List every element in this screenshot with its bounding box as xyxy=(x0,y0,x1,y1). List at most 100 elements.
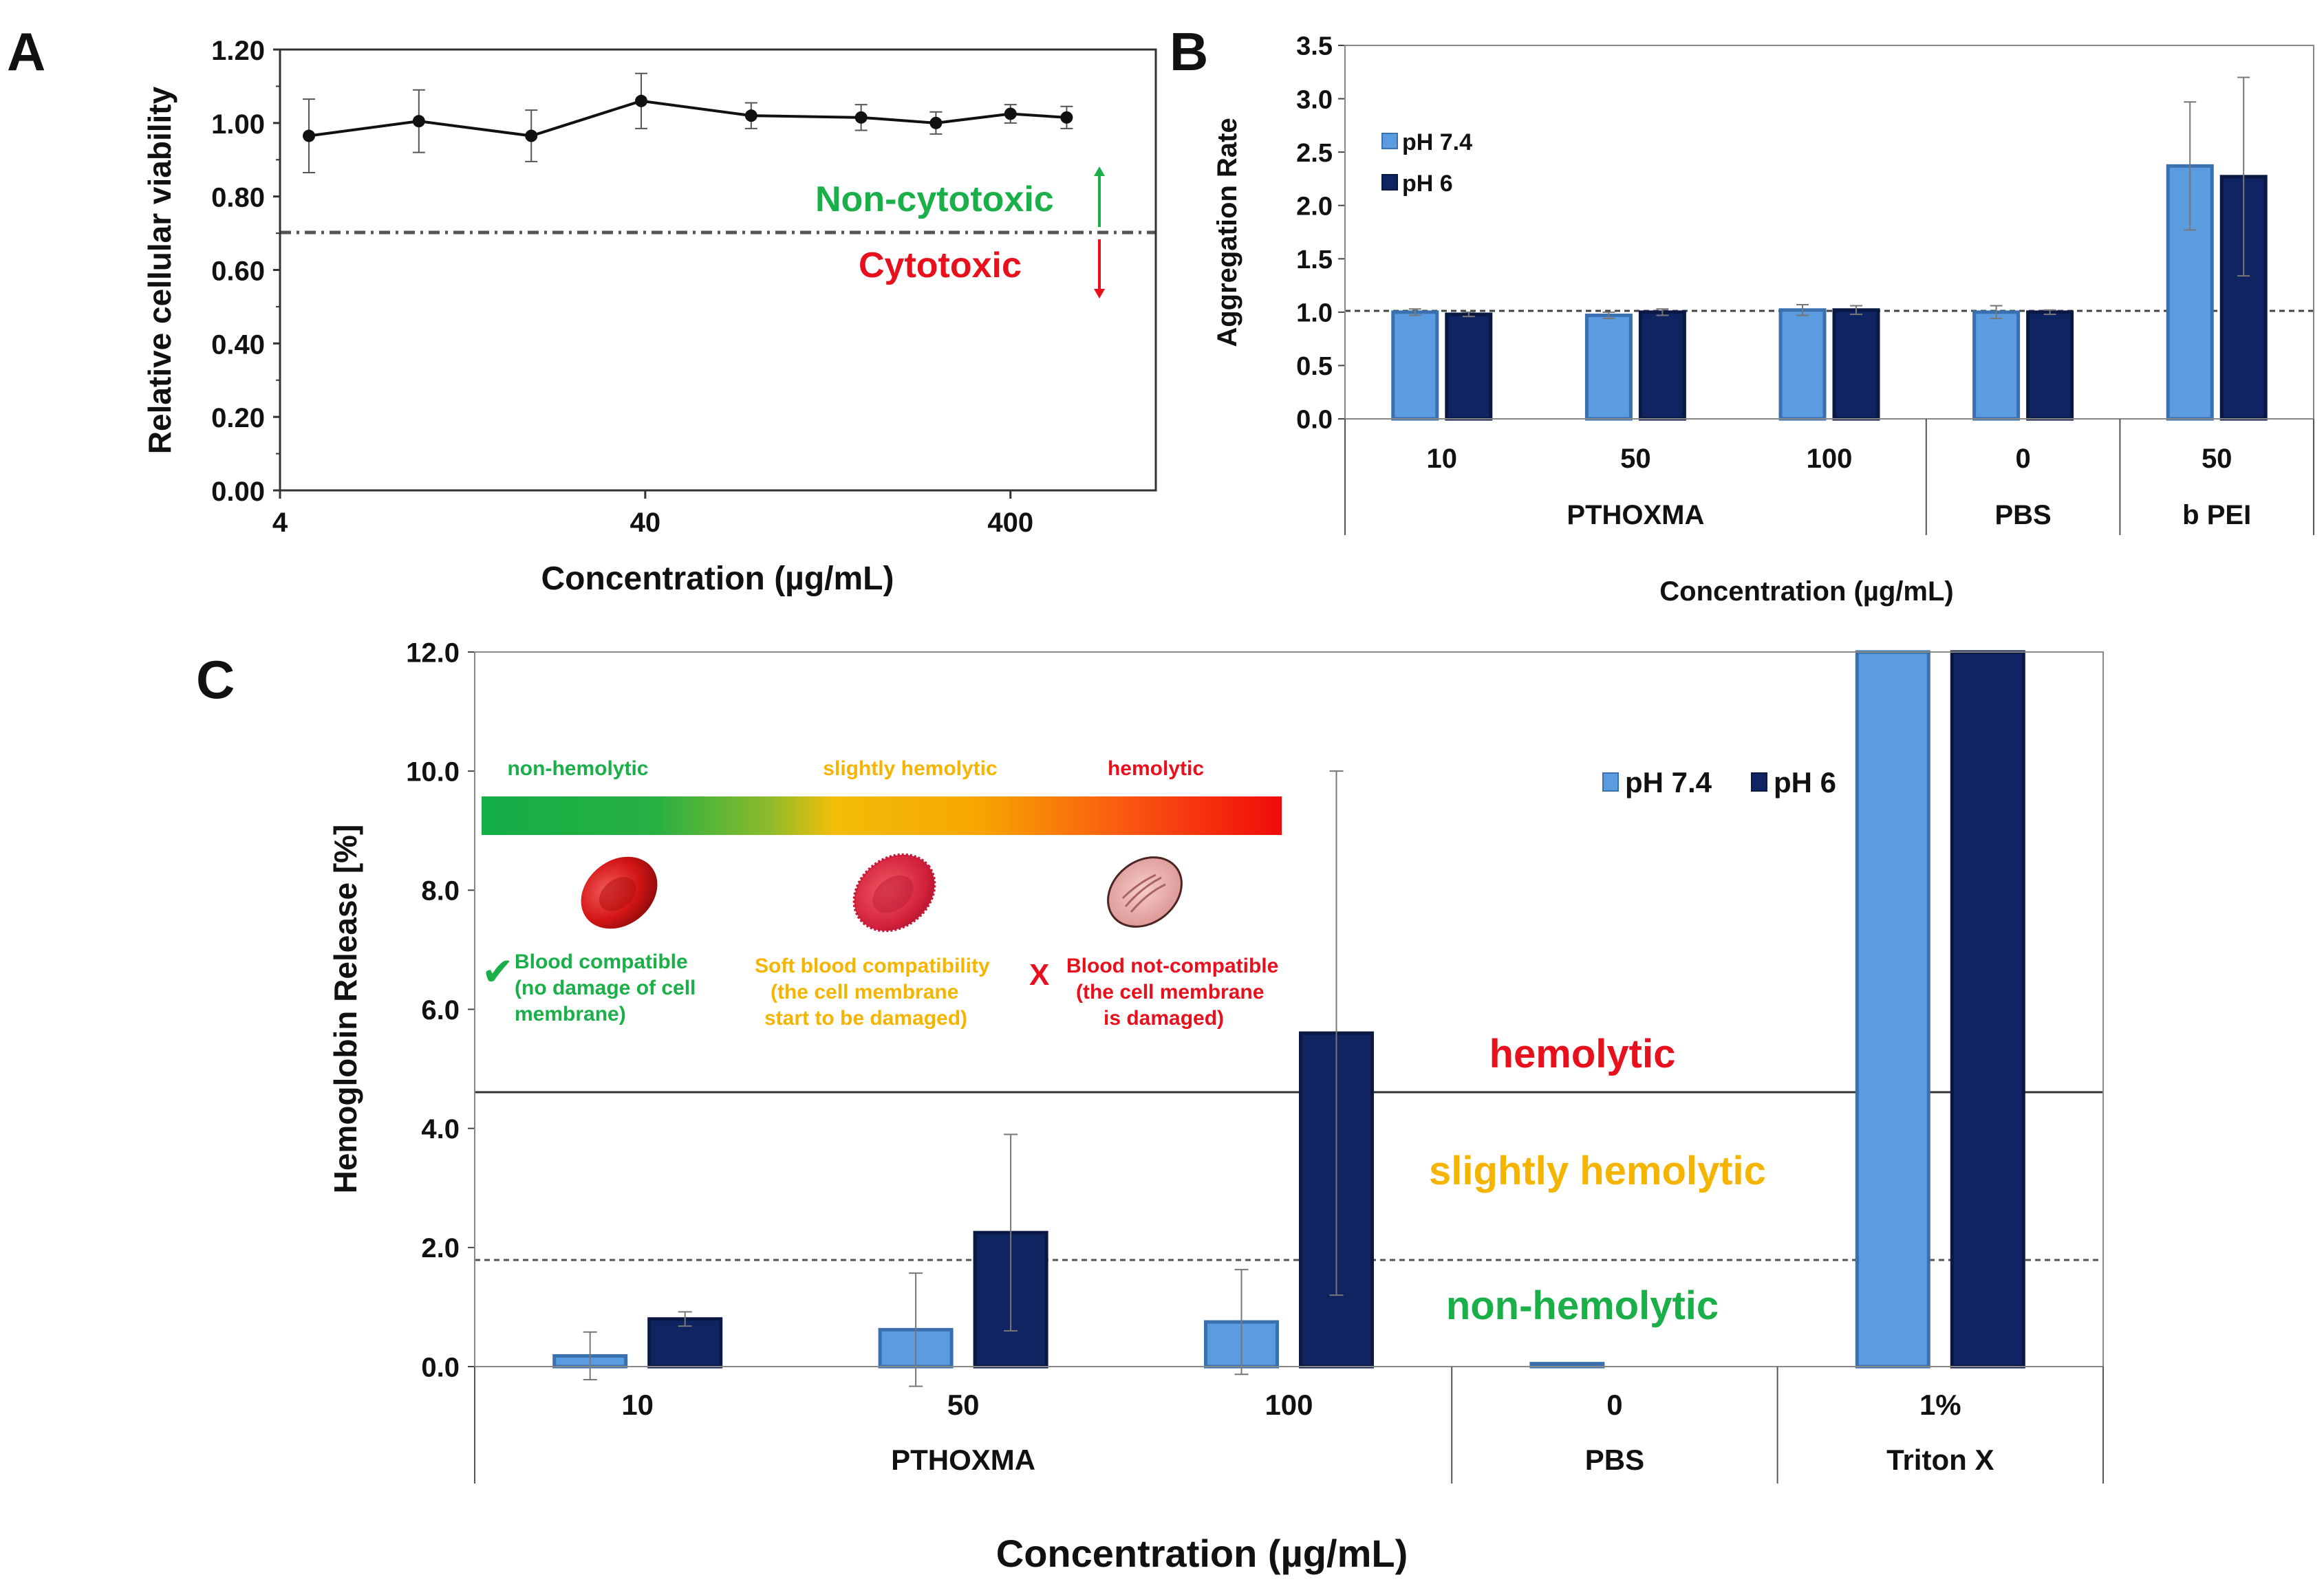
cell-0-line-1: (no damage of cell xyxy=(515,977,696,999)
bar-ph6 xyxy=(1638,310,1686,421)
x-tick-label: 4 xyxy=(272,508,288,538)
panel-a-x-label: Concentration (µg/mL) xyxy=(541,561,894,597)
hemolysis-scale-inset: non-hemolytic slightly hemolytic hemolyt… xyxy=(482,757,1282,1030)
panel-c-letter: C xyxy=(196,649,235,710)
y-tick-label: 2.5 xyxy=(1296,139,1333,168)
y-tick-label: 8.0 xyxy=(421,876,460,906)
y-tick-label: 3.0 xyxy=(1296,85,1333,114)
group-label: Triton X xyxy=(1886,1444,1994,1476)
category-label: 1% xyxy=(1919,1389,1961,1421)
group-label: PBS xyxy=(1585,1444,1644,1476)
legend-swatch-ph74-c xyxy=(1602,772,1619,792)
panel-c-x-ticks: 10 50 100 0 1% PTHOXMA PBS Triton X xyxy=(474,1367,2104,1484)
y-tick-label: 0.20 xyxy=(211,403,265,433)
category-label: 100 xyxy=(1807,444,1853,474)
y-tick-label: 0.40 xyxy=(211,329,265,360)
data-point xyxy=(635,94,648,107)
panel-a-frame xyxy=(279,48,1157,492)
panel-a: A 0.00 0.20 0.40 0.60 0.80 1.00 1.20 4 40 400 No… xyxy=(7,21,1157,597)
bar-ph74 xyxy=(1972,310,2021,421)
legend-label-ph6: pH 6 xyxy=(1402,171,1453,197)
panel-b-x-label: Concentration (µg/mL) xyxy=(1659,576,1953,607)
group-label: PTHOXMA xyxy=(1567,500,1704,530)
panel-c-y-label: Hemoglobin Release [%] xyxy=(327,825,363,1194)
panel-b-plot xyxy=(1391,76,2268,421)
cell-2-line-1: (the cell membrane xyxy=(1076,981,1264,1003)
rbc-lysed-icon xyxy=(1107,856,1183,928)
zone-label-hemolytic: hemolytic xyxy=(1489,1032,1676,1076)
bar-ph74 xyxy=(1391,310,1439,421)
y-tick-label: 2.0 xyxy=(421,1233,460,1263)
data-point xyxy=(1060,111,1073,124)
data-point xyxy=(412,115,425,128)
group-label: PBS xyxy=(1994,500,2051,530)
arrow-up-head-icon xyxy=(1094,166,1105,176)
x-tick-label: 400 xyxy=(987,508,1033,538)
bar-ph6 xyxy=(1950,650,2025,1369)
y-tick-label: 4.0 xyxy=(421,1114,460,1144)
scale-label-slightly-hemolytic: slightly hemolytic xyxy=(823,757,997,780)
hemolysis-gradient-bar xyxy=(482,796,1282,835)
panel-c-x-label: Concentration (µg/mL) xyxy=(996,1532,1408,1575)
data-point xyxy=(854,111,868,124)
panel-a-y-ticks: 0.00 0.20 0.40 0.60 0.80 1.00 1.20 xyxy=(211,36,280,507)
cell-1-line-2: start to be damaged) xyxy=(764,1007,967,1030)
check-icon: ✔ xyxy=(482,950,514,993)
cell-2-line-0: Blood not-compatible xyxy=(1066,955,1278,977)
data-point xyxy=(929,116,943,129)
legend-swatch-ph6 xyxy=(1381,174,1398,191)
data-point xyxy=(1004,107,1017,120)
bar-ph74 xyxy=(1778,308,1827,421)
zone-label-slightly-hemolytic: slightly hemolytic xyxy=(1429,1149,1766,1193)
group-label: PTHOXMA xyxy=(891,1444,1035,1476)
category-label: 100 xyxy=(1265,1389,1313,1421)
rbc-damaged-icon xyxy=(852,853,936,933)
bar-ph74 xyxy=(1584,314,1633,421)
data-point xyxy=(303,129,316,142)
y-tick-label: 2.0 xyxy=(1296,192,1333,221)
cell-0-line-0: Blood compatible xyxy=(515,950,688,973)
category-label: 0 xyxy=(2015,444,2030,474)
data-point xyxy=(525,129,538,142)
legend-label-ph74-c: pH 7.4 xyxy=(1625,766,1712,799)
category-label: 50 xyxy=(947,1389,980,1421)
y-tick-label: 0.0 xyxy=(1296,406,1333,435)
y-tick-label: 1.20 xyxy=(211,36,265,66)
y-tick-label: 0.00 xyxy=(211,477,265,507)
panel-a-y-label: Relative cellular viability xyxy=(142,86,177,454)
panel-b-y-ticks: 0.0 0.5 1.0 1.5 2.0 2.5 3.0 3.5 xyxy=(1296,32,1345,435)
x-tick-label: 40 xyxy=(630,508,661,538)
panel-c-frame xyxy=(474,651,2104,1367)
category-label: 50 xyxy=(1620,444,1651,474)
y-tick-label: 6.0 xyxy=(421,995,460,1025)
panel-b: B 0.0 0.5 1.0 1.5 2.0 2.5 3.0 3.5 10 50 100 0 50 PTH… xyxy=(1170,21,2314,607)
category-label: 10 xyxy=(1427,444,1458,474)
cell-1-line-0: Soft blood compatibility xyxy=(755,955,990,977)
cell-1-line-1: (the cell membrane xyxy=(771,981,958,1003)
cytotoxic-label: Cytotoxic xyxy=(859,246,1022,285)
panel-c-legend: pH 7.4 pH 6 xyxy=(1602,766,1836,799)
category-label: 0 xyxy=(1606,1389,1622,1421)
rbc-healthy-icon xyxy=(581,856,658,929)
panel-b-legend: pH 7.4 pH 6 xyxy=(1381,129,1472,197)
non-cytotoxic-label: Non-cytotoxic xyxy=(815,180,1054,219)
panel-b-x-ticks: 10 50 100 0 50 PTHOXMA PBS b PEI xyxy=(1344,419,2314,535)
y-tick-label: 1.00 xyxy=(211,109,265,140)
category-label: 50 xyxy=(2202,444,2232,474)
category-label: 10 xyxy=(621,1389,654,1421)
cell-0-line-2: membrane) xyxy=(515,1003,626,1025)
x-mark-icon: X xyxy=(1029,958,1049,992)
legend-label-ph6-c: pH 6 xyxy=(1774,766,1836,799)
data-point xyxy=(744,109,757,122)
panel-a-x-ticks: 4 40 400 xyxy=(272,490,1033,538)
bar-ph6 xyxy=(1832,308,1880,421)
bar-ph6 xyxy=(2219,175,2268,421)
bar-ph6 xyxy=(2026,310,2074,421)
panel-a-plot xyxy=(303,72,1073,173)
y-tick-label: 1.0 xyxy=(1296,299,1333,328)
cell-2-line-2: is damaged) xyxy=(1104,1007,1224,1030)
scale-label-hemolytic: hemolytic xyxy=(1108,757,1204,780)
legend-swatch-ph74 xyxy=(1381,133,1398,149)
legend-label-ph74: pH 7.4 xyxy=(1402,129,1472,155)
